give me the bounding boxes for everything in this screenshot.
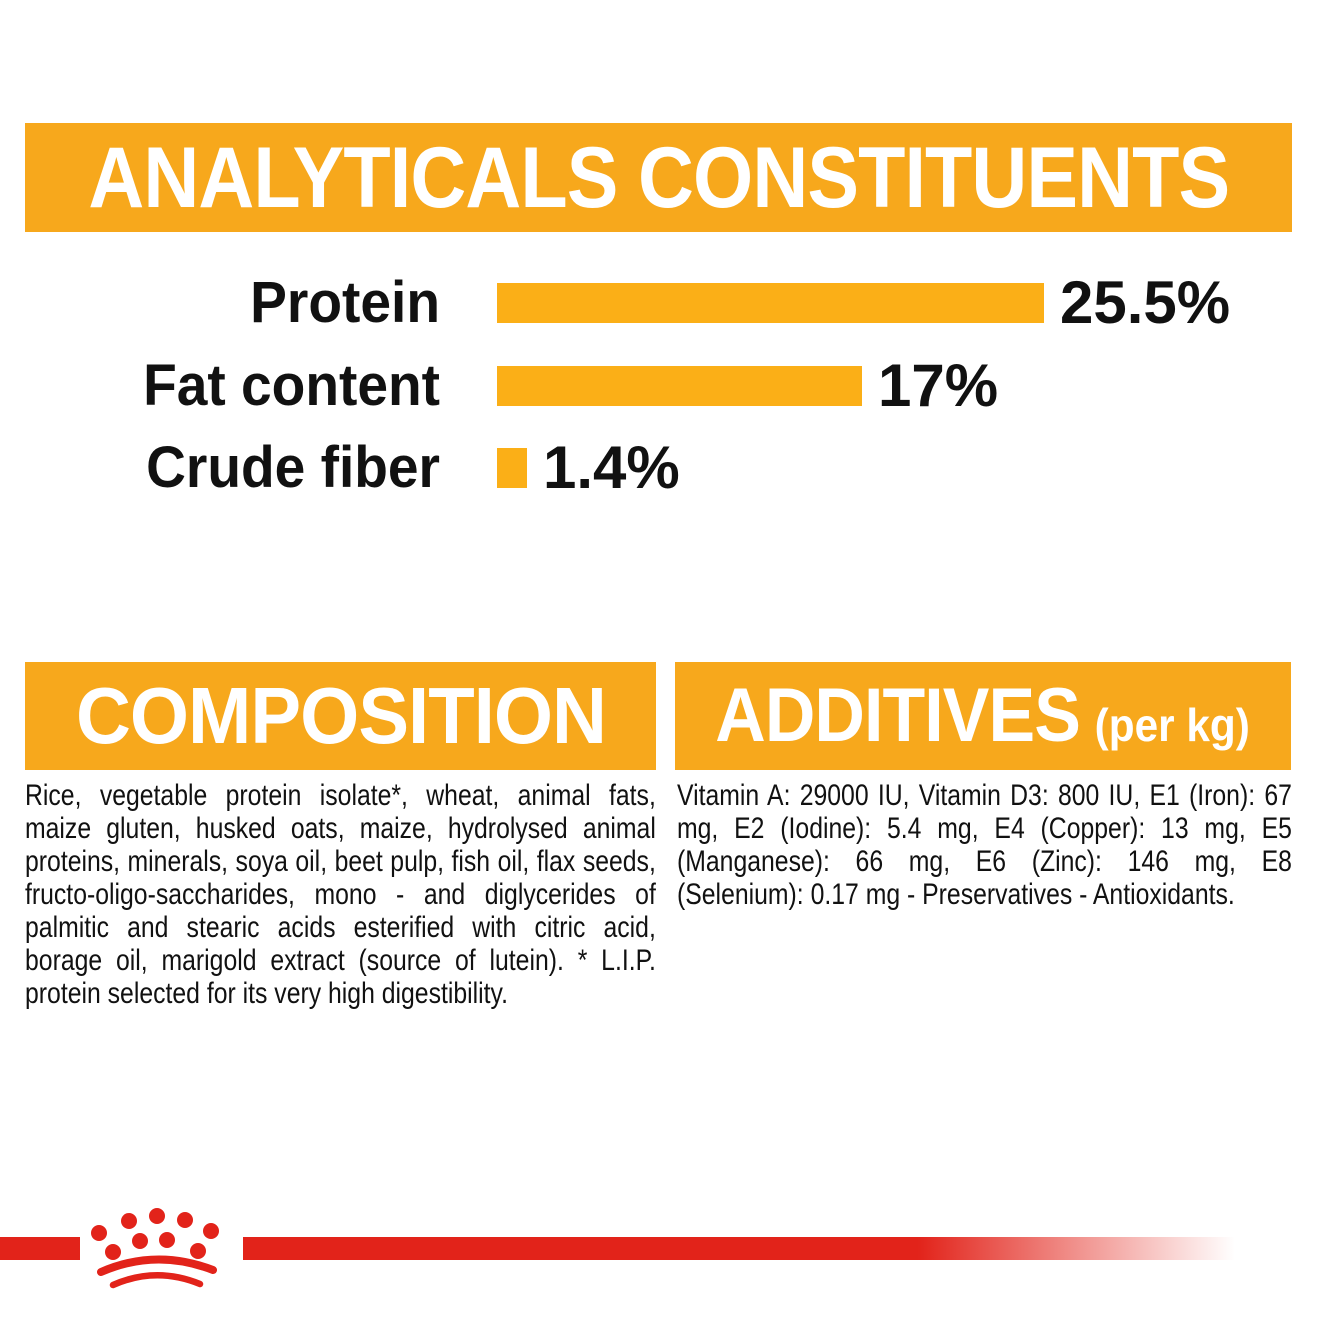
- chart-row-protein: Protein 25.5%: [0, 269, 1320, 336]
- crude-fiber-bar: [497, 448, 527, 488]
- fat-content-bar: [497, 366, 862, 406]
- brand-line-left: [0, 1237, 80, 1260]
- chart-row-crude-fiber: Crude fiber 1.4%: [0, 434, 1320, 501]
- composition-heading: COMPOSITION: [75, 671, 606, 760]
- protein-label: Protein: [250, 270, 440, 335]
- additives-heading: ADDITIVES (per kg): [716, 678, 1251, 754]
- fat-content-value: 17%: [878, 352, 999, 419]
- fat-content-label: Fat content: [143, 353, 440, 418]
- additives-banner: ADDITIVES (per kg): [675, 662, 1291, 770]
- royal-canin-crown-icon: [91, 1208, 219, 1289]
- chart-row-fat-content: Fat content 17%: [0, 352, 1320, 419]
- analyticals-banner: ANALYTICALS CONSTITUENTS: [25, 123, 1292, 232]
- brand-line-right: [243, 1237, 1235, 1260]
- composition-body: Rice, vegetable protein isolate*, wheat,…: [25, 779, 656, 1010]
- composition-banner: COMPOSITION: [25, 662, 656, 770]
- protein-value: 25.5%: [1060, 269, 1231, 336]
- additives-heading-main: ADDITIVES: [715, 673, 1082, 758]
- analyticals-title: ANALYTICALS CONSTITUENTS: [88, 129, 1230, 226]
- additives-body: Vitamin A: 29000 IU, Vitamin D3: 800 IU,…: [677, 779, 1292, 911]
- additives-heading-suffix: (per kg): [1095, 699, 1251, 751]
- crude-fiber-label: Crude fiber: [146, 435, 440, 500]
- crude-fiber-value: 1.4%: [543, 434, 680, 501]
- protein-bar: [497, 283, 1044, 323]
